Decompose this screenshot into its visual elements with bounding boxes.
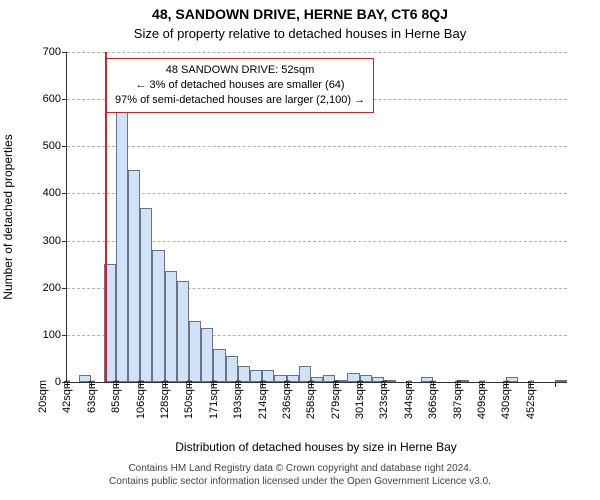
y-tick-label: 500	[43, 140, 61, 152]
callout-line: ← 3% of detached houses are smaller (64)	[115, 78, 365, 93]
y-tick	[62, 241, 67, 242]
grid-line	[67, 193, 567, 194]
y-tick	[62, 146, 67, 147]
y-tick	[62, 288, 67, 289]
x-tick-label: 366sqm	[427, 360, 439, 420]
x-tick-label: 214sqm	[257, 360, 269, 420]
callout-line: 97% of semi-detached houses are larger (…	[115, 93, 365, 108]
x-tick-label: 106sqm	[135, 360, 147, 420]
x-tick-label: 236sqm	[281, 360, 293, 420]
x-tick-label: 85sqm	[110, 360, 122, 420]
y-tick	[62, 335, 67, 336]
marker-callout: 48 SANDOWN DRIVE: 52sqm ← 3% of detached…	[106, 58, 374, 113]
x-tick-label: 150sqm	[183, 360, 195, 420]
x-tick-label: 301sqm	[354, 360, 366, 420]
callout-line: 48 SANDOWN DRIVE: 52sqm	[115, 63, 365, 78]
x-tick-label: 63sqm	[86, 360, 98, 420]
page-subtitle: Size of property relative to detached ho…	[0, 26, 600, 41]
grid-line	[67, 52, 567, 53]
y-tick-label: 200	[43, 282, 61, 294]
y-tick-label: 100	[43, 329, 61, 341]
histogram-bar	[140, 208, 152, 382]
x-tick-label: 323sqm	[378, 360, 390, 420]
y-tick-label: 700	[43, 46, 61, 58]
x-tick	[555, 382, 556, 387]
grid-line	[67, 146, 567, 147]
histogram-bar	[555, 380, 567, 382]
histogram-bar	[128, 170, 140, 382]
x-tick-label: 258sqm	[305, 360, 317, 420]
page-title: 48, SANDOWN DRIVE, HERNE BAY, CT6 8QJ	[0, 6, 600, 22]
x-axis-label: Distribution of detached houses by size …	[66, 440, 566, 454]
x-tick-label: 42sqm	[61, 360, 73, 420]
y-tick-label: 300	[43, 235, 61, 247]
x-tick-label: 430sqm	[500, 360, 512, 420]
y-tick	[62, 99, 67, 100]
y-tick-label: 400	[43, 187, 61, 199]
histogram-bar	[116, 104, 128, 382]
x-tick-label: 279sqm	[330, 360, 342, 420]
attribution-footer: Contains HM Land Registry data © Crown c…	[0, 462, 600, 488]
x-tick-label: 409sqm	[476, 360, 488, 420]
footer-line: Contains public sector information licen…	[0, 475, 600, 488]
y-tick	[62, 52, 67, 53]
x-tick-label: 128sqm	[159, 360, 171, 420]
y-tick	[62, 193, 67, 194]
x-tick-label: 387sqm	[452, 360, 464, 420]
y-tick-label: 600	[43, 93, 61, 105]
footer-line: Contains HM Land Registry data © Crown c…	[0, 462, 600, 475]
x-tick-label: 344sqm	[403, 360, 415, 420]
y-axis-label: Number of detached properties	[1, 134, 15, 299]
x-tick-label: 452sqm	[525, 360, 537, 420]
x-tick-label: 171sqm	[208, 360, 220, 420]
x-tick-label: 20sqm	[37, 360, 49, 420]
x-tick-label: 193sqm	[232, 360, 244, 420]
